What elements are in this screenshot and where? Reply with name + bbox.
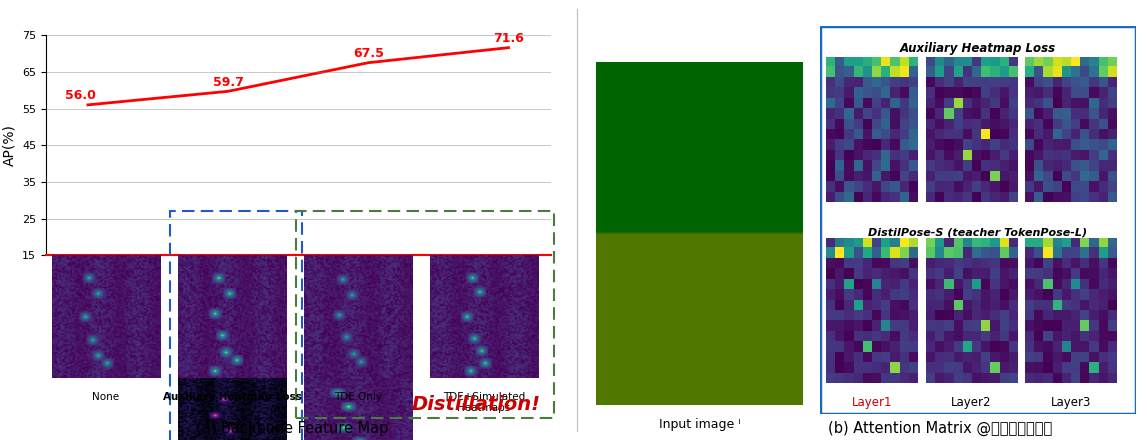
Text: Auxiliary Heatmap Loss: Auxiliary Heatmap Loss [899, 42, 1056, 55]
Text: (b) Attention Matrix @夕阳之后的黑夜: (b) Attention Matrix @夕阳之后的黑夜 [828, 420, 1053, 436]
Text: Layer3: Layer3 [1051, 396, 1092, 409]
Text: None: None [92, 392, 119, 402]
Text: Layer1: Layer1 [851, 396, 892, 409]
Text: Layer2: Layer2 [951, 396, 992, 409]
Text: 56.0: 56.0 [65, 89, 96, 103]
Text: 59.7: 59.7 [212, 76, 243, 89]
Text: DistilPose-S (teacher TokenPose-L): DistilPose-S (teacher TokenPose-L) [868, 228, 1087, 238]
Text: Input image ᴵ: Input image ᴵ [658, 418, 741, 431]
Text: (a) Backbone Feature Map: (a) Backbone Feature Map [196, 421, 389, 436]
Text: TDE Only: TDE Only [334, 392, 382, 402]
Text: 71.6: 71.6 [493, 32, 524, 45]
Text: 67.5: 67.5 [353, 47, 384, 60]
Text: TDE+Simulated
Heatmaps: TDE+Simulated Heatmaps [443, 392, 525, 413]
Text: Distillation!: Distillation! [412, 395, 540, 414]
Y-axis label: AP(%): AP(%) [2, 124, 16, 166]
Text: Auxiliary Heatmap Loss: Auxiliary Heatmap Loss [163, 392, 303, 402]
